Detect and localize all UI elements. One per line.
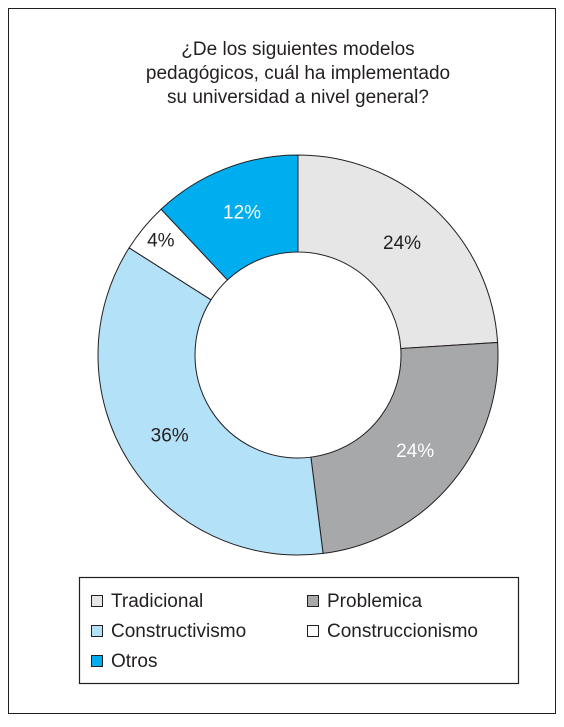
legend-swatch bbox=[91, 595, 103, 607]
legend-label: Constructivismo bbox=[111, 621, 246, 642]
legend-swatch bbox=[91, 655, 103, 667]
legend-label: Problemica bbox=[327, 591, 422, 612]
data-label: 24% bbox=[396, 441, 434, 462]
legend-label: Otros bbox=[111, 651, 157, 672]
donut-slice bbox=[160, 154, 299, 281]
legend-box bbox=[78, 576, 520, 685]
donut-slice bbox=[97, 247, 324, 556]
legend-swatch bbox=[307, 625, 319, 637]
data-label: 24% bbox=[383, 233, 421, 254]
data-label: 12% bbox=[223, 203, 261, 224]
donut-slice bbox=[297, 154, 499, 350]
donut-slice bbox=[310, 341, 499, 554]
data-label: 4% bbox=[147, 231, 175, 252]
legend-swatch bbox=[307, 595, 319, 607]
chart-title: ¿De los siguientes modelos bbox=[181, 39, 414, 60]
legend-swatch bbox=[91, 625, 103, 637]
chart-title: pedagógicos, cuál ha implementado bbox=[146, 63, 450, 84]
chart-title: su universidad a nivel general? bbox=[167, 87, 429, 108]
legend-label: Tradicional bbox=[111, 591, 203, 612]
data-label: 36% bbox=[151, 425, 189, 446]
legend-label: Construccionismo bbox=[327, 621, 478, 642]
